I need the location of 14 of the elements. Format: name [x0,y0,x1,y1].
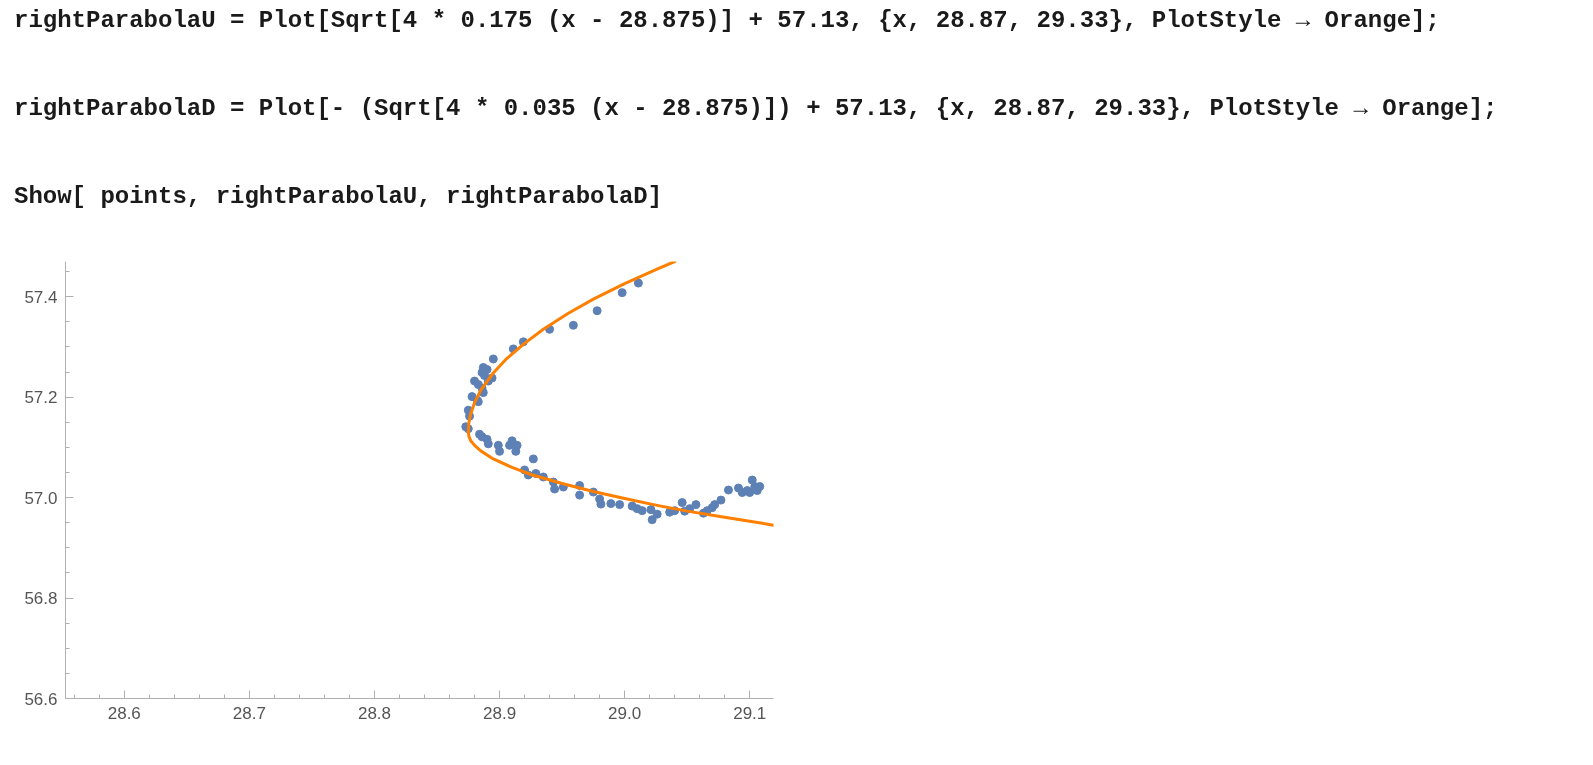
x-tick-label: 28.9 [483,703,517,723]
x-tick-label: 29.1 [733,703,767,723]
text: Show[ points, rightParabolaU, rightParabolaD] [13,183,664,212]
y-tick-label: 56.8 [24,589,58,609]
x-tick-label: 29.0 [608,703,642,723]
x-tick-label: 28.6 [107,703,141,723]
x-tick-label: 28.7 [232,703,266,723]
y-tick-label: 57.4 [24,287,58,307]
y-tick-label: 57.0 [24,488,58,508]
y-tick-label: 57.2 [24,388,58,408]
y-tick-label: 56.6 [24,689,58,709]
x-tick-label: 28.8 [357,703,392,723]
text: rightParabolaD = Plot[- (Sqrt[4 * 0.035 (x - 28.875)]) + 57.13, {x, 28.87, 29.33}, PlotStyle → Orange]; [13,95,1498,124]
text: rightParabolaU = Plot[Sqrt[4 * 0.175 (x - 28.875)] + 57.13, {x, 28.87, 29.33}, PlotStyle → Orange]; [13,7,1441,36]
